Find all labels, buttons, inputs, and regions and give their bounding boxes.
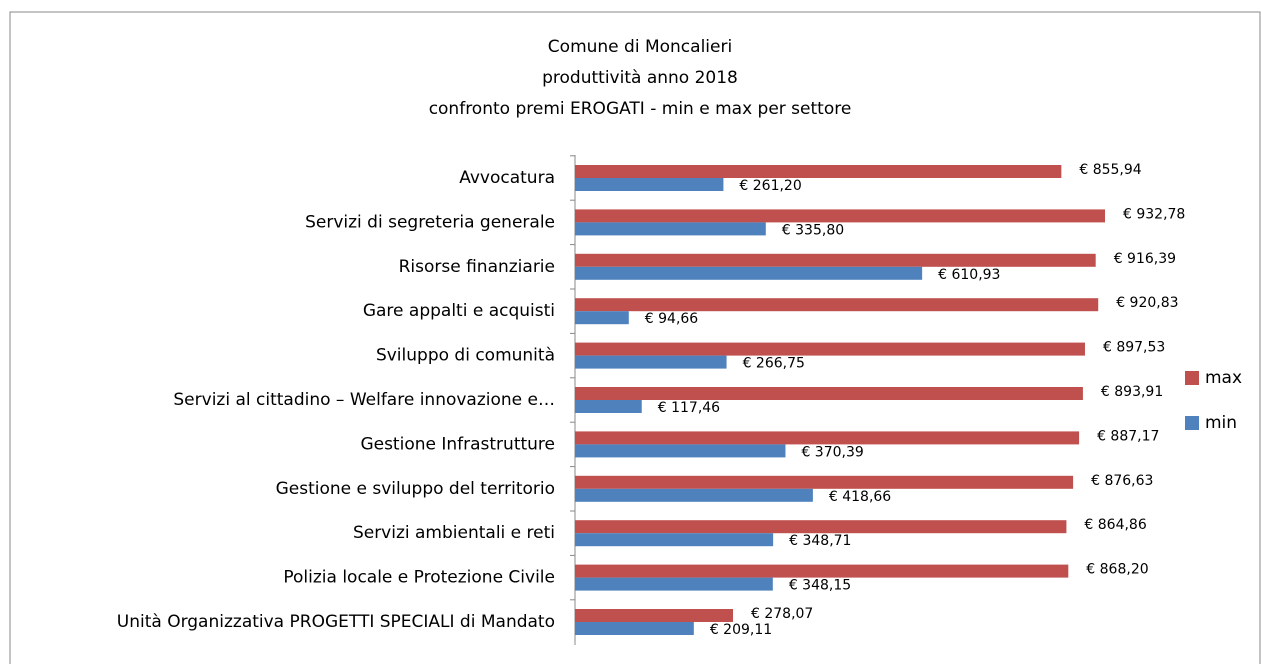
value-label: € 209,11	[710, 622, 772, 638]
category-label: Gestione e sviluppo del territorio	[276, 479, 555, 499]
bar	[575, 311, 629, 325]
bar	[575, 622, 694, 635]
value-label: € 278,07	[751, 606, 813, 622]
category-label: Gare appalti e acquisti	[363, 301, 555, 321]
value-label: € 855,94	[1079, 162, 1141, 178]
legend-swatch	[1185, 371, 1199, 385]
bar	[575, 488, 813, 502]
bar	[575, 520, 1067, 534]
bar	[575, 444, 786, 458]
category-label: Unità Organizzativa PROGETTI SPECIALI di…	[117, 612, 555, 632]
category-label: Servizi ambientali e reti	[353, 523, 555, 543]
value-label: € 370,39	[801, 444, 863, 460]
value-label: € 348,15	[789, 578, 851, 594]
category-label: Gestione Infrastrutture	[360, 434, 555, 454]
value-label: € 920,83	[1116, 295, 1178, 311]
value-label: € 887,17	[1097, 428, 1159, 444]
value-label: € 897,53	[1103, 340, 1165, 356]
value-label: € 266,75	[743, 356, 805, 372]
value-label: € 868,20	[1086, 562, 1148, 578]
bar	[575, 298, 1099, 312]
bar	[575, 475, 1074, 489]
value-label: € 335,80	[782, 222, 844, 238]
value-label: € 94,66	[645, 311, 699, 327]
legend-swatch	[1185, 416, 1199, 430]
bar	[575, 400, 642, 413]
category-label: Polizia locale e Protezione Civile	[283, 568, 555, 588]
bar	[575, 533, 774, 547]
bar	[575, 431, 1080, 445]
value-label: € 916,39	[1114, 251, 1176, 267]
value-label: € 261,20	[739, 178, 801, 194]
value-label: € 876,63	[1091, 473, 1153, 489]
value-label: € 117,46	[658, 400, 720, 416]
chart-title: confronto premi EROGATI - min e max per …	[429, 99, 852, 119]
legend-label: min	[1205, 413, 1237, 433]
bar	[575, 342, 1085, 356]
category-label: Servizi al cittadino – Welfare innovazio…	[173, 390, 555, 410]
category-label: Servizi di segreteria generale	[305, 212, 555, 232]
chart-title: produttività anno 2018	[542, 68, 738, 88]
bar	[575, 266, 923, 280]
bar	[575, 564, 1069, 578]
bar	[575, 253, 1096, 267]
bar	[575, 209, 1106, 223]
category-label: Avvocatura	[459, 168, 555, 188]
bar	[575, 609, 733, 622]
legend-label: max	[1205, 368, 1242, 388]
value-label: € 893,91	[1101, 384, 1163, 400]
value-label: € 418,66	[829, 489, 891, 505]
bar	[575, 387, 1083, 400]
chart-frame	[9, 11, 1261, 664]
bar	[575, 577, 773, 591]
bar	[575, 355, 727, 369]
bar	[575, 178, 724, 191]
bar	[575, 222, 766, 236]
category-label: Risorse finanziarie	[399, 257, 555, 277]
category-label: Sviluppo di comunità	[376, 346, 555, 366]
value-label: € 610,93	[938, 267, 1000, 283]
value-label: € 864,86	[1084, 517, 1146, 533]
bar	[575, 165, 1062, 178]
chart-title: Comune di Moncalieri	[548, 37, 732, 57]
value-label: € 932,78	[1123, 206, 1185, 222]
value-label: € 348,71	[789, 533, 851, 549]
